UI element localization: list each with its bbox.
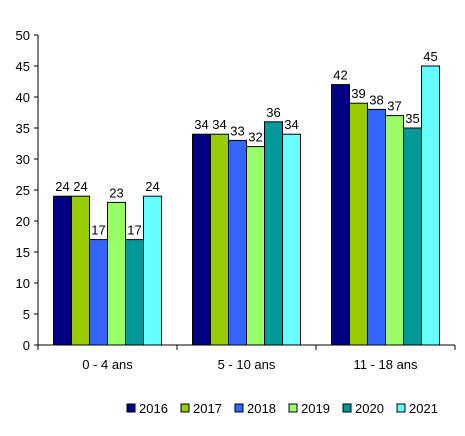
- bar: [71, 195, 90, 346]
- data-label: 45: [423, 49, 437, 64]
- data-label: 34: [212, 117, 226, 132]
- bar: [89, 239, 108, 346]
- bar: [143, 195, 162, 346]
- legend-label: 2021: [409, 401, 438, 416]
- legend-label: 2016: [139, 401, 168, 416]
- y-tick-label: 40: [16, 90, 30, 105]
- y-tick-label: 25: [16, 183, 30, 198]
- x-category-label: 11 - 18 ans: [353, 357, 418, 372]
- bar: [107, 201, 126, 346]
- y-axis: 0 5 10 15 20 25 30 35 40 45 50: [16, 28, 39, 353]
- y-tick-label: 50: [16, 28, 30, 43]
- data-label: 33: [230, 123, 244, 138]
- legend-swatch: [126, 403, 136, 413]
- x-axis: 0 - 4 ans 5 - 10 ans 11 - 18 ans: [37, 344, 456, 372]
- bar: [349, 102, 368, 346]
- legend-swatch: [342, 403, 352, 413]
- data-label: 32: [248, 130, 262, 145]
- data-label: 34: [284, 117, 298, 132]
- data-label: 35: [405, 111, 419, 126]
- data-label: 24: [73, 179, 87, 194]
- y-tick-label: 35: [16, 121, 30, 136]
- data-label: 36: [266, 105, 280, 120]
- legend-label: 2020: [355, 401, 384, 416]
- data-label: 38: [369, 92, 383, 107]
- y-tick-label: 45: [16, 59, 30, 74]
- x-category-label: 0 - 4 ans: [82, 357, 133, 372]
- y-tick-label: 15: [16, 245, 30, 260]
- bar: [210, 133, 229, 346]
- y-tick-label: 10: [16, 276, 30, 291]
- bar: [282, 133, 301, 346]
- bar: [403, 127, 422, 346]
- data-label: 24: [145, 179, 159, 194]
- data-label: 37: [387, 99, 401, 114]
- legend-label: 2017: [193, 401, 222, 416]
- y-tick-label: 0: [23, 338, 30, 353]
- x-category-label: 5 - 10 ans: [218, 357, 276, 372]
- y-tick-label: 5: [23, 307, 30, 322]
- data-label: 17: [91, 223, 105, 238]
- bar: [192, 133, 211, 346]
- data-label: 23: [109, 185, 123, 200]
- legend-swatch: [180, 403, 190, 413]
- data-label: 39: [351, 86, 365, 101]
- legend-swatch: [288, 403, 298, 413]
- bar: [331, 84, 350, 346]
- legend-label: 2019: [301, 401, 330, 416]
- bar: [385, 115, 404, 346]
- legend-label: 2018: [247, 401, 276, 416]
- data-label: 42: [333, 68, 347, 83]
- legend-swatch: [396, 403, 406, 413]
- bar: [367, 108, 386, 346]
- bar: [246, 146, 265, 346]
- bar: [421, 65, 440, 346]
- bar: [228, 139, 247, 346]
- bar: [264, 121, 283, 346]
- data-label: 17: [127, 223, 141, 238]
- bars: [53, 65, 440, 346]
- y-tick-label: 30: [16, 152, 30, 167]
- legend: 2016 2017 2018 2019 2020 2021: [126, 401, 438, 416]
- data-label: 34: [194, 117, 208, 132]
- bar: [125, 239, 144, 346]
- data-label: 24: [55, 179, 69, 194]
- bar: [53, 195, 72, 346]
- legend-swatch: [234, 403, 244, 413]
- data-labels: 24 24 17 23 17 24 34 34 33 32 36 34 42 39 38 37 35 45: [55, 49, 437, 238]
- y-tick-label: 20: [16, 214, 30, 229]
